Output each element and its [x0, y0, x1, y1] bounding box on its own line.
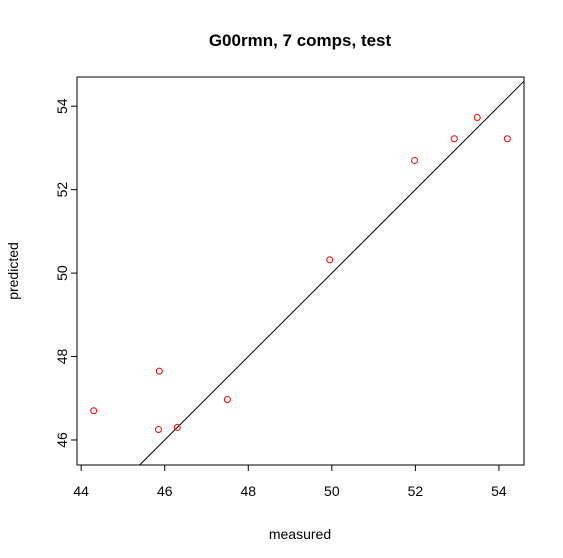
data-point [411, 156, 419, 164]
plot-frame [76, 76, 525, 466]
x-tick-label: 50 [324, 483, 340, 499]
data-point [473, 113, 481, 121]
data-point [450, 135, 458, 143]
x-tick-label: 46 [157, 483, 173, 499]
x-tick-label: 48 [240, 483, 256, 499]
data-point [326, 256, 334, 264]
y-tick-label: 48 [54, 349, 70, 365]
y-axis: 46 48 50 52 54 [54, 98, 77, 448]
y-tick-label: 50 [54, 265, 70, 281]
data-point [503, 135, 511, 143]
x-tick-label: 44 [73, 483, 89, 499]
y-axis-label: predicted [5, 242, 21, 300]
x-axis: 44 46 48 50 52 54 [73, 465, 507, 499]
x-tick-label: 54 [491, 483, 507, 499]
data-point [154, 426, 162, 434]
points-group [90, 113, 511, 434]
reference-line-group [139, 80, 525, 466]
data-point [155, 367, 163, 375]
data-point [90, 407, 98, 415]
data-point [223, 395, 231, 403]
chart-title: G00rmn, 7 comps, test [209, 31, 392, 50]
y-tick-label: 52 [54, 182, 70, 198]
y-tick-label: 46 [54, 432, 70, 448]
y-tick-label: 54 [54, 98, 70, 114]
data-point [173, 423, 181, 431]
identity-line [139, 80, 525, 466]
x-axis-label: measured [269, 526, 331, 542]
x-tick-label: 52 [408, 483, 424, 499]
